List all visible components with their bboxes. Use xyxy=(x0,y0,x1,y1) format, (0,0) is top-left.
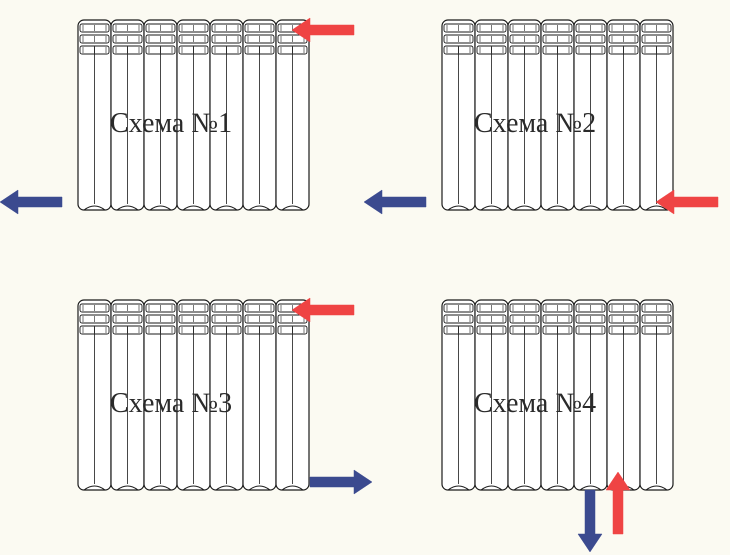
scheme-label: Схема №1 xyxy=(110,108,232,140)
scheme-label: Схема №2 xyxy=(474,108,596,140)
scheme-label: Схема №3 xyxy=(110,388,232,420)
diagram-grid xyxy=(0,0,730,555)
scheme-label: Схема №4 xyxy=(474,388,596,420)
